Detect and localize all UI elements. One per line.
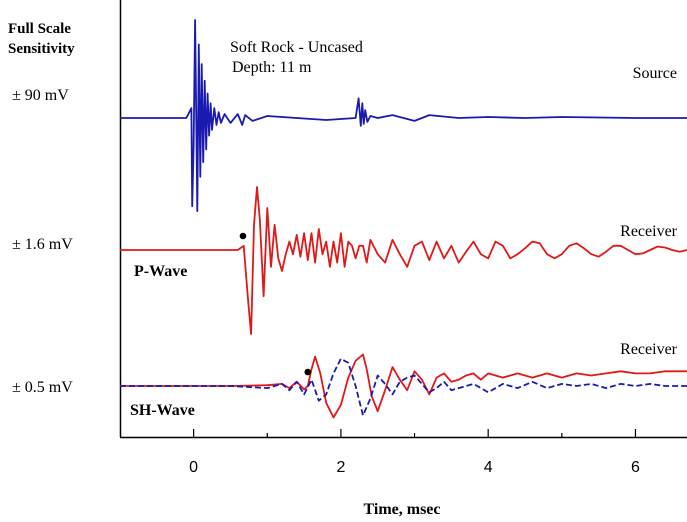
first-arrival-pick-marker <box>304 368 312 376</box>
ylabel-line1: Full Scale <box>8 21 71 37</box>
site-annotation-line2: Depth: 11 m <box>232 59 312 76</box>
x-tick-label: 2 <box>336 459 345 476</box>
sh-wave-receiver-label: Receiver <box>620 341 678 358</box>
ylabel-line2: Sensitivity <box>8 41 75 57</box>
sh-wave-label: SH-Wave <box>130 402 195 419</box>
sensitivity-sh-wave: ± 0.5 mV <box>12 379 73 396</box>
p-wave-label: P-Wave <box>134 263 187 280</box>
x-tick-label: 0 <box>189 459 198 476</box>
site-annotation-line1: Soft Rock - Uncased <box>230 39 363 56</box>
first-arrival-pick-marker <box>239 232 247 240</box>
sensitivity-p-wave: ± 1.6 mV <box>12 236 73 253</box>
x-axis-title: Time, msec <box>363 501 440 518</box>
x-ticks: 0 2 4 6 <box>189 429 640 476</box>
sensitivity-source: ± 90 mV <box>12 87 69 104</box>
source-label: Source <box>633 65 677 82</box>
p-wave-receiver-label: Receiver <box>620 223 678 240</box>
sh-wave-dashed-trace <box>120 357 687 417</box>
x-tick-label: 6 <box>631 459 640 476</box>
p-wave-solid-trace <box>120 186 687 335</box>
x-tick-label: 4 <box>484 459 493 476</box>
traces <box>120 19 687 419</box>
source-solid-trace <box>120 19 687 212</box>
